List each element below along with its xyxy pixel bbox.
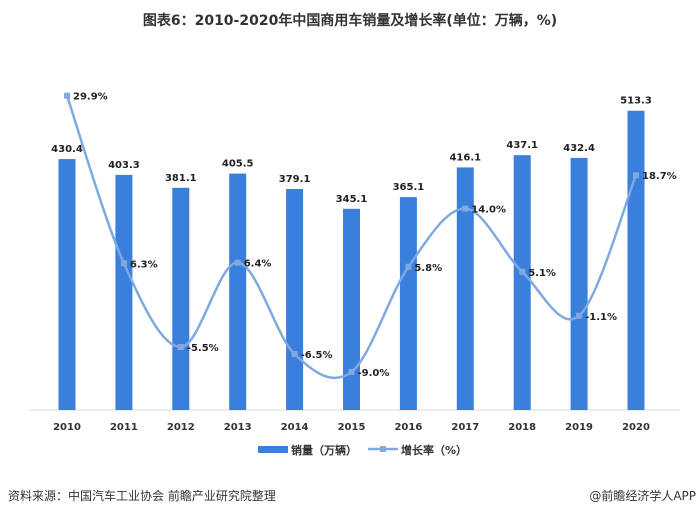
credit-note: @前瞻经济学人APP [589, 489, 696, 503]
growth-point-2020 [633, 172, 639, 179]
legend-bar-swatch [258, 446, 288, 453]
bar-label-2014: 379.1 [279, 174, 311, 185]
bar-2019 [570, 157, 588, 410]
bar-label-2018: 437.1 [506, 140, 538, 151]
x-tick-2019: 2019 [565, 422, 593, 433]
bar-2012 [172, 187, 190, 410]
bar-2015 [343, 208, 360, 410]
growth-point-2011 [120, 260, 127, 267]
growth-label-2010: 29.9% [73, 92, 108, 103]
bar-label-2013: 405.5 [222, 159, 254, 170]
growth-point-2016 [405, 263, 412, 270]
bar-2016 [399, 197, 417, 410]
growth-point-2012 [177, 344, 184, 351]
x-tick-2014: 2014 [281, 422, 309, 433]
growth-point-2015 [348, 368, 355, 375]
x-tick-2016: 2016 [394, 422, 422, 433]
growth-label-2018: 5.1% [528, 268, 556, 279]
bar-label-2011: 403.3 [108, 160, 140, 171]
growth-label-2011: 6.3% [130, 259, 158, 270]
bar-label-2012: 381.1 [165, 173, 197, 184]
bar-2010 [58, 159, 76, 410]
legend-line-label: 增长率（%） [401, 443, 467, 457]
x-tick-2012: 2012 [167, 422, 195, 433]
x-tick-2020: 2020 [622, 422, 650, 433]
bar-label-2020: 513.3 [620, 96, 652, 107]
chart-plot: 430.4 2010 403.3 2011 381.1 2012 405.5 2013 379.… [30, 92, 680, 457]
x-tick-2018: 2018 [508, 422, 536, 433]
legend-bar-label: 销量（万辆） [291, 443, 357, 457]
x-tick-2015: 2015 [338, 422, 366, 433]
growth-point-2010 [64, 92, 70, 99]
growth-label-2012: -5.5% [187, 343, 219, 354]
growth-label-2020: 18.7% [642, 171, 677, 182]
bar-label-2016: 365.1 [393, 182, 425, 193]
bar-label-2017: 416.1 [449, 152, 481, 163]
bar-2013 [229, 173, 247, 410]
bar-label-2015: 345.1 [336, 194, 368, 205]
bar-2020 [627, 110, 645, 411]
growth-label-2016: 5.8% [414, 263, 442, 274]
growth-label-2017: 14.0% [471, 205, 506, 216]
legend-line-marker [380, 446, 386, 452]
bar-2014 [286, 188, 304, 410]
bar-label-2019: 432.4 [563, 143, 595, 154]
bar-2017 [456, 167, 474, 410]
growth-label-2019: -1.1% [585, 312, 617, 323]
growth-point-2019 [576, 312, 583, 319]
source-note: 资料来源：中国汽车工业协会 前瞻产业研究院整理 [8, 489, 276, 503]
growth-label-2015: -9.0% [358, 368, 390, 379]
growth-point-2013 [234, 259, 241, 266]
growth-label-2013: 6.4% [244, 259, 272, 270]
bar-2011 [115, 174, 133, 410]
x-tick-2010: 2010 [53, 422, 81, 433]
chart-title: 图表6：2010-2020年中国商用车销量及增长率(单位：万辆，%) [142, 13, 558, 29]
growth-point-2017 [462, 205, 469, 212]
x-tick-2011: 2011 [110, 422, 138, 433]
growth-point-2018 [519, 268, 526, 275]
growth-point-2014 [291, 351, 298, 358]
bar-2018 [513, 155, 531, 410]
x-tick-2013: 2013 [224, 422, 252, 433]
bar-label-2010: 430.4 [51, 144, 83, 155]
growth-label-2014: -6.5% [301, 350, 333, 361]
x-tick-2017: 2017 [451, 422, 479, 433]
